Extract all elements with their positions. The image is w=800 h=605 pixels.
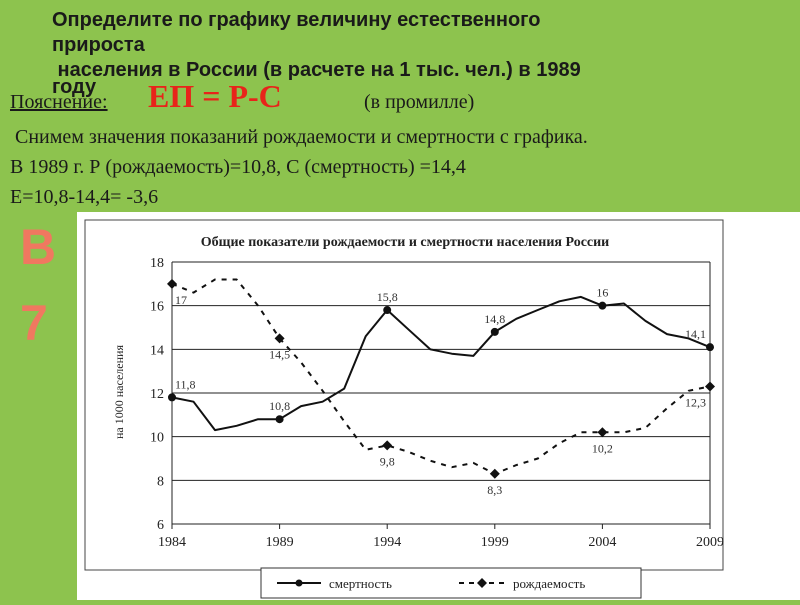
unit-note: (в промилле) (364, 91, 475, 113)
birth-rate-point (382, 440, 393, 451)
mortality-data-label: 14,8 (484, 312, 505, 326)
title-line-2: прироста (52, 34, 145, 56)
chart-container: Общие показатели рождаемости и смертност… (77, 212, 800, 600)
birth-rate-data-label: 17 (175, 293, 187, 307)
x-tick-label: 2009 (696, 535, 724, 550)
x-tick-label: 2004 (588, 535, 616, 550)
y-axis-label: на 1000 населения (112, 345, 126, 439)
legend-label-birth: рождаемость (513, 576, 585, 591)
chart-title: Общие показатели рождаемости и смертност… (201, 235, 610, 250)
birth-rate-point (167, 278, 177, 289)
birth-rate-point (705, 381, 715, 392)
chart-frame (84, 219, 724, 571)
mortality-data-label: 14,1 (685, 327, 706, 341)
title-line-1: Определите по графику величину естествен… (52, 9, 541, 31)
task-label-letter: В (20, 219, 57, 275)
birth-rate-data-label: 14,5 (269, 347, 290, 361)
title-line-4: году (52, 76, 97, 98)
legend-marker-mortality (295, 579, 303, 587)
task-label-number: 7 (20, 295, 48, 351)
y-tick-label: 6 (157, 518, 164, 533)
mortality-data-label: 15,8 (377, 290, 398, 304)
mortality-point (706, 343, 714, 352)
mortality-data-label: 16 (596, 286, 608, 300)
x-tick-label: 1999 (481, 535, 509, 550)
mortality-point (275, 415, 284, 424)
x-tick-label: 1989 (266, 535, 294, 550)
page-title: Определите по графику величину естествен… (52, 8, 772, 100)
explanation-label: Пояснение: (10, 91, 108, 113)
birth-rate-data-label: 10,2 (592, 441, 613, 455)
x-tick-label: 1984 (158, 535, 186, 550)
mortality-point (598, 301, 607, 310)
y-tick-label: 18 (150, 256, 164, 271)
mortality-point (168, 393, 176, 402)
y-tick-label: 14 (150, 343, 164, 358)
y-tick-label: 10 (150, 431, 164, 446)
formula: ЕП = Р-С (148, 78, 282, 114)
legend-label-mortality: смертность (329, 576, 392, 591)
y-tick-label: 16 (150, 300, 164, 315)
birth-rate-data-label: 8,3 (487, 483, 502, 497)
birth-rate-data-label: 9,8 (380, 454, 395, 468)
birth-rate-data-label: 12,3 (685, 395, 706, 409)
y-tick-label: 12 (150, 387, 164, 402)
legend-marker-birth (477, 578, 487, 588)
birth-rate-line (171, 278, 711, 475)
mortality-point (383, 306, 392, 315)
birth-rate-point (489, 468, 500, 479)
chart: Общие показатели рождаемости и смертност… (84, 219, 724, 599)
explanation-line-1: Снимем значения показаний рождаемости и … (10, 126, 588, 148)
y-tick-label: 8 (157, 474, 164, 489)
mortality-data-label: 11,8 (175, 377, 196, 391)
explanation-line-3: Е=10,8-14,4= -3,6 (10, 186, 159, 208)
birth-rate-point (597, 427, 608, 438)
explanation-line-2: В 1989 г. Р (рождаемость)=10,8, С (смерт… (10, 156, 466, 178)
title-line-3: населения в России (в расчете на 1 тыс. … (52, 59, 581, 81)
legend-box (260, 567, 642, 599)
mortality-data-label: 10,8 (269, 399, 290, 413)
mortality-point (490, 327, 499, 336)
mortality-line (171, 295, 711, 432)
x-tick-label: 1994 (373, 535, 401, 550)
